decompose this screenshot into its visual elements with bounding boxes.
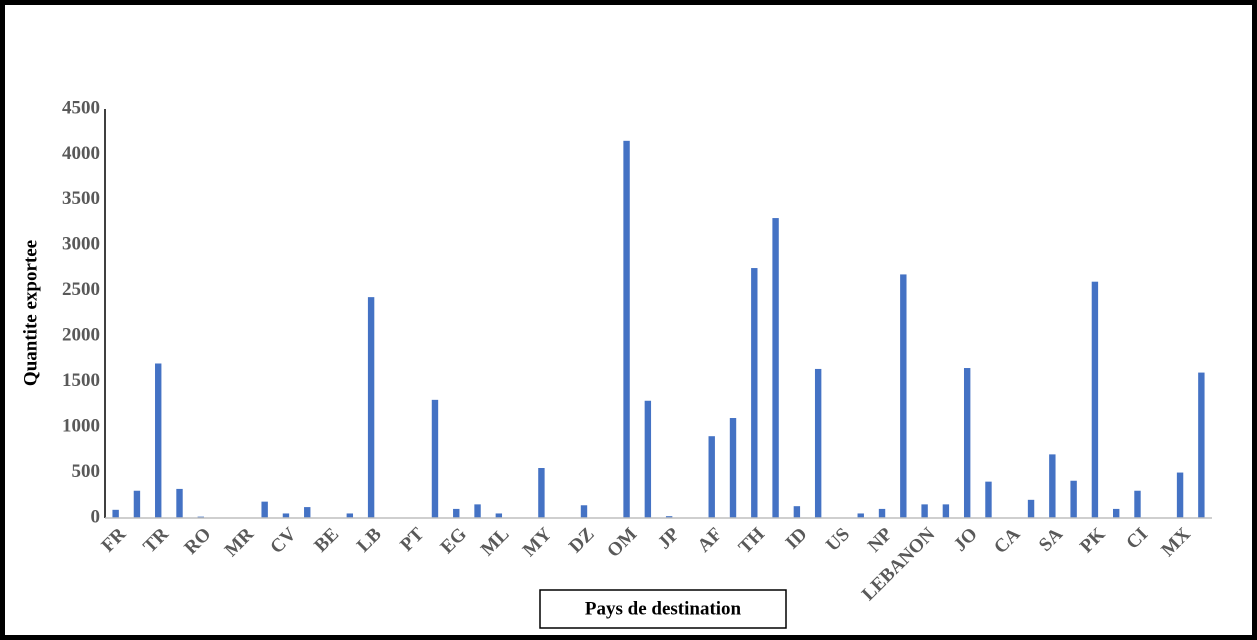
bar [453, 508, 460, 518]
bar [133, 490, 141, 518]
y-tick-label: 2500 [62, 279, 100, 300]
y-tick-label: 2000 [62, 325, 100, 346]
bar [474, 504, 481, 518]
bar [942, 504, 950, 518]
bar [1198, 372, 1205, 518]
bar [963, 368, 971, 518]
bar [367, 297, 375, 518]
bar [431, 399, 439, 518]
y-tick-label: 4000 [62, 143, 100, 164]
bar [985, 481, 992, 518]
y-tick-label: 500 [72, 461, 101, 482]
y-tick-label: 4500 [62, 97, 100, 118]
bar [1176, 472, 1184, 518]
bar [1070, 480, 1077, 518]
bar [580, 505, 588, 518]
x-label-box [539, 589, 787, 629]
bar [814, 368, 822, 518]
y-tick-label: 1500 [62, 370, 100, 391]
x-axis-label: Pays de destination [585, 598, 742, 619]
bar [155, 363, 162, 518]
bar [495, 513, 503, 518]
bar [623, 140, 630, 519]
bar [878, 508, 886, 518]
bar [176, 488, 183, 518]
bar [1113, 508, 1120, 518]
bar [1049, 454, 1056, 518]
bar [261, 501, 268, 518]
bar [644, 400, 652, 518]
bar [112, 509, 119, 518]
bar [665, 516, 673, 518]
bar [857, 513, 864, 518]
bar [729, 418, 737, 518]
y-tick-label: 3000 [62, 234, 100, 255]
bar [793, 506, 801, 518]
y-axis-label: Quantite exportee [20, 240, 41, 386]
bar [921, 504, 928, 518]
bar [900, 274, 907, 518]
bar [751, 268, 758, 518]
bar [1091, 281, 1099, 518]
bar [346, 513, 354, 518]
bar [1027, 499, 1035, 518]
bar [1134, 490, 1141, 518]
y-tick-label: 0 [91, 506, 101, 527]
y-tick-label: 1000 [62, 415, 100, 436]
y-tick-label: 3500 [62, 188, 100, 209]
bar [772, 218, 779, 519]
bar [708, 436, 715, 518]
bar [282, 513, 290, 518]
bar [538, 468, 545, 518]
bar [304, 507, 311, 518]
